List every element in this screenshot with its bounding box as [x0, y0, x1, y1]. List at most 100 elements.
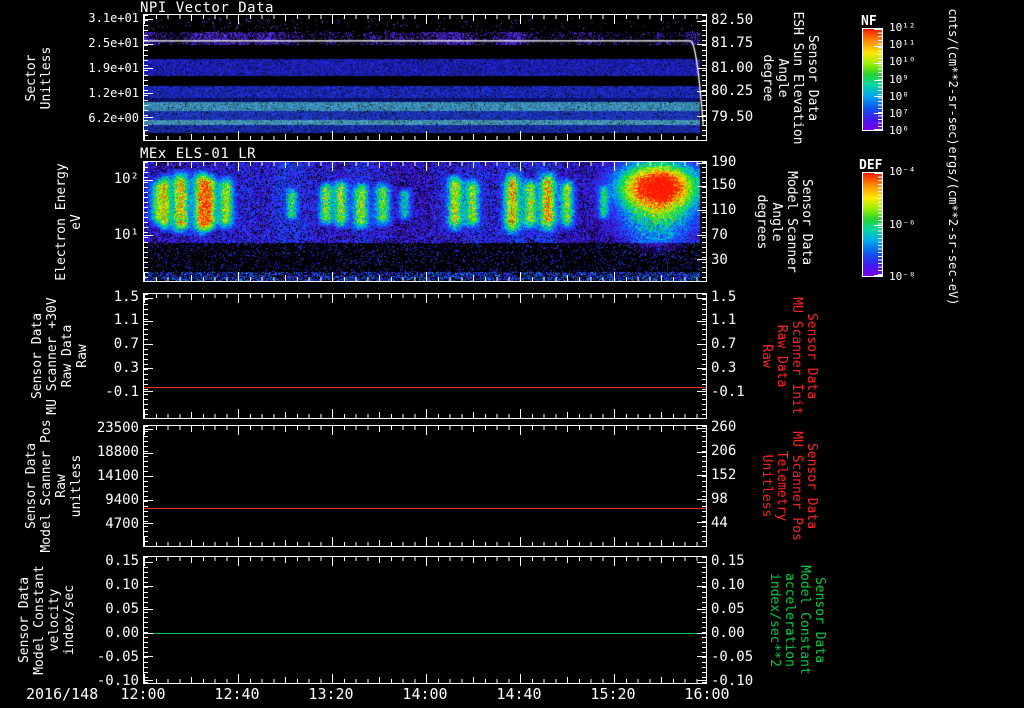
y-tick-label: 0.10 [711, 577, 745, 593]
y-major-tick [144, 586, 153, 587]
model-constant-velocity-left-axis-label-line: velocity [47, 588, 62, 652]
y-major-tick [144, 235, 153, 236]
y-major-tick [144, 368, 153, 369]
y-tick-label: 30 [711, 252, 728, 268]
y-major-tick [697, 499, 706, 500]
panel-model-scanner-pos [143, 425, 707, 547]
x-tick-marks [144, 557, 706, 566]
y-major-tick [144, 180, 153, 181]
y-tick-label: 6.2e+00 [88, 111, 139, 125]
y-tick-label: 110 [711, 202, 737, 218]
y-tick-label: 0.7 [711, 336, 737, 352]
y-tick-label: 0.15 [711, 553, 745, 569]
y-tick-label: 79.50 [711, 109, 754, 125]
y-tick-marks [144, 15, 148, 140]
y-tick-label: -0.1 [711, 384, 745, 400]
y-major-tick [144, 68, 153, 69]
y-tick-label: 0.00 [711, 625, 745, 641]
y-tick-label: 150 [711, 177, 737, 193]
nf-colorbar-major-tick [874, 129, 882, 130]
def-colorbar-major-tick [874, 275, 882, 276]
model-constant-velocity-right-axis-label-line: acceleration [782, 573, 797, 667]
y-tick-label: 0.3 [113, 360, 139, 376]
y-tick-label: -0.05 [711, 649, 754, 665]
mex-els-01-lr-right-axis-label-line: Model Scanner [784, 171, 799, 273]
y-tick-label: 0.00 [105, 625, 139, 641]
x-tick-label: 15:20 [590, 685, 636, 703]
npi-vector-data-right-axis-label-line: degree [760, 54, 775, 102]
def-colorbar-major-tick [874, 173, 882, 174]
y-tick-label: 0.05 [711, 601, 745, 617]
x-tick-label: 16:00 [684, 685, 730, 703]
y-major-tick [697, 91, 706, 92]
x-tick-marks [144, 537, 706, 546]
model-scanner-pos-right-axis-label-line: Unitless [759, 454, 774, 518]
model-scanner-pos-right-axis-label-line: Sensor Data [804, 442, 819, 530]
x-tick-marks [144, 131, 706, 140]
model-constant-velocity-left-axis-label-line: Sensor Data [17, 576, 32, 664]
model-constant-velocity-left-axis-label-line: index/sec [62, 584, 77, 656]
model-scanner-pos-data-line [144, 508, 706, 509]
nf-colorbar-major-tick [874, 80, 882, 81]
x-tick-label: 14:40 [496, 685, 542, 703]
npi-vector-data-right-axis-label-line: Sensor Data [805, 34, 820, 122]
y-tick-marks [702, 162, 706, 281]
y-major-tick [697, 68, 706, 69]
y-major-tick [697, 44, 706, 45]
y-tick-label: 0.3 [711, 360, 737, 376]
y-major-tick [697, 235, 706, 236]
def-colorbar [862, 172, 883, 277]
npi-vector-data-spectrogram [144, 15, 706, 140]
y-tick-label: 0.10 [105, 577, 139, 593]
y-tick-label: -0.10 [96, 673, 139, 689]
y-tick-label: -0.1 [105, 384, 139, 400]
y-major-tick [144, 562, 153, 563]
nf-colorbar-tick-label: 10⁷ [889, 107, 909, 120]
y-major-tick [144, 476, 153, 477]
mex-els-01-lr-left-axis-label-line: Electron Energy [54, 163, 69, 281]
y-tick-label: 2.5e+01 [88, 36, 139, 50]
y-major-tick [144, 19, 153, 20]
y-tick-label: 206 [711, 443, 737, 459]
model-constant-velocity-data-line [144, 633, 706, 634]
y-tick-marks [144, 557, 148, 683]
mu-scanner-30v-right-axis-label-line: Sensor Data [804, 312, 819, 400]
y-tick-marks [702, 426, 706, 546]
y-major-tick [697, 344, 706, 345]
npi-vector-data-left-axis-label-line: Sector [24, 54, 39, 102]
y-tick-label: 152 [711, 467, 737, 483]
y-major-tick [144, 633, 153, 634]
x-axis-date-label: 2016/148 [26, 685, 99, 703]
model-scanner-pos-left-axis-label-line: Sensor Data [24, 442, 39, 530]
y-major-tick [144, 93, 153, 94]
y-major-tick [144, 500, 153, 501]
y-major-tick [144, 609, 153, 610]
x-tick-label: 12:40 [214, 685, 260, 703]
mex-els-01-lr-right-axis-label: Sensor Data Model Scanner Angle degrees [754, 171, 814, 273]
nf-colorbar-major-tick [874, 113, 882, 114]
mu-scanner-30v-left-axis-label-line: Sensor Data [30, 312, 45, 400]
y-major-tick [697, 321, 706, 322]
y-tick-marks [144, 294, 148, 418]
panel-2-title: MEx ELS-01 LR [140, 146, 257, 162]
y-major-tick [144, 429, 153, 430]
model-constant-velocity-right-axis-label: Sensor Data Model Constant acceleration ind… [767, 565, 827, 675]
y-tick-label: 190 [711, 154, 737, 170]
y-major-tick [697, 609, 706, 610]
x-tick-marks [144, 294, 706, 303]
y-tick-marks [144, 162, 148, 281]
x-tick-marks [144, 272, 706, 281]
y-major-tick [144, 344, 153, 345]
y-tick-label: 82.50 [711, 12, 754, 28]
nf-colorbar-major-tick [874, 96, 882, 97]
y-major-tick [697, 452, 706, 453]
y-major-tick [144, 321, 153, 322]
y-major-tick [697, 116, 706, 117]
mu-scanner-30v-right-axis-label-line: Raw [759, 344, 774, 368]
nf-colorbar-major-tick [874, 46, 882, 47]
def-colorbar-ticks [878, 173, 882, 276]
x-tick-label: 12:00 [120, 685, 166, 703]
def-colorbar-tick-label: 10⁻⁶ [889, 218, 916, 231]
y-tick-label: 0.7 [113, 336, 139, 352]
nf-colorbar-title: NF [861, 14, 877, 29]
